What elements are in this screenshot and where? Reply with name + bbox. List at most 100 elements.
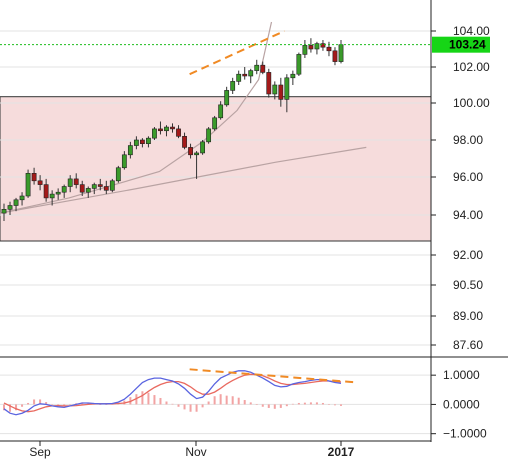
histogram-bar [231,396,234,405]
histogram-bar [27,402,30,405]
candle-body [188,147,193,156]
price-tick-label: 102.00 [453,60,490,74]
candle-body [37,180,43,185]
candle [19,192,25,206]
candle-body [109,180,115,191]
candle-body [248,70,254,77]
candle [326,41,332,57]
indicator-trendline-segment [189,368,358,384]
candle-body [146,137,151,144]
histogram-bar [141,391,144,405]
candle-body [79,184,85,193]
candle [91,182,97,195]
candle [127,141,133,159]
histogram-bar [147,392,150,405]
candle [13,197,19,212]
candle [260,61,266,75]
histogram-bar [69,404,72,405]
candle-body [326,46,332,52]
candle [254,59,260,75]
price-tick-label: 100.00 [453,96,490,110]
time-tick-label: Sep [29,445,51,459]
histogram-bar [105,404,108,405]
histogram-bar [153,395,156,405]
histogram-bar [129,397,132,405]
candle [266,68,272,98]
histogram-bar [33,399,36,405]
candle [272,81,278,100]
candle-body [308,45,314,50]
candle-body [73,178,79,185]
candle-body [121,154,127,169]
candle-body [133,139,139,146]
price-tick-label: 87.60 [453,338,483,352]
price-panel: 104.00 102.00 100.00 98.00 96.00 94.00 92.00 90… [0,21,490,352]
candle [230,77,236,94]
histogram-bar [183,404,186,410]
candle [43,178,49,202]
histogram-bar [15,404,18,411]
candle-body [194,152,199,156]
histogram-bar [243,400,246,405]
histogram-bar [273,404,276,409]
histogram-bar [225,395,228,405]
indicator-histogram [3,391,342,412]
price-tick-label: 94.00 [453,208,483,222]
candle-body [97,184,103,187]
candle [133,136,139,150]
last-price-badge-bg [432,36,490,53]
candle-body [224,90,230,106]
candle-body [272,84,278,95]
price-tick-label: 98.00 [453,133,483,147]
candle-body [152,128,157,139]
candle-body [206,128,212,143]
indicator-axis: 1.0000 0.0000 −1.0000 [431,368,487,441]
candle [103,180,109,195]
candle [308,38,314,53]
candlesticks [1,38,344,221]
histogram-bar [195,404,198,412]
candle-body [218,104,224,119]
histogram-bar [39,399,42,405]
histogram-bar [309,402,312,405]
histogram-bar [87,402,90,405]
candle-body [176,128,181,137]
candle [320,40,326,51]
candle-body [25,173,31,197]
histogram-bar [291,403,294,405]
histogram-bar [297,402,300,405]
indicator-tick-label: −1.0000 [443,427,487,441]
candle [290,70,296,85]
candle [7,201,13,215]
candle [224,86,230,107]
candle-body [182,136,187,148]
candle-body [284,77,290,100]
price-trendline-segment [189,30,285,76]
histogram-bar [303,402,306,405]
candle [109,178,115,193]
candle [25,169,31,198]
histogram-bar [171,403,174,405]
candle-body [266,72,272,95]
histogram-bar [315,402,318,405]
histogram-bar [321,402,324,405]
histogram-bar [213,396,216,405]
candle [248,68,254,84]
candle-body [260,64,266,73]
histogram-bar [249,402,252,405]
candle [302,40,308,58]
candle [79,180,85,196]
price-tick-label: 96.00 [453,170,483,184]
price-tick-label: 104.00 [453,24,490,38]
indicator-tick-label: 0.0000 [443,397,480,411]
candle-body [254,64,260,71]
moving-average-long [0,146,367,214]
candle [284,74,290,113]
indicator-lines [3,370,342,416]
candle-body [67,178,73,187]
histogram-bar [51,404,54,405]
histogram-bar [267,404,270,408]
candle-body [278,84,284,100]
candle-body [43,184,49,199]
candle [188,143,193,159]
